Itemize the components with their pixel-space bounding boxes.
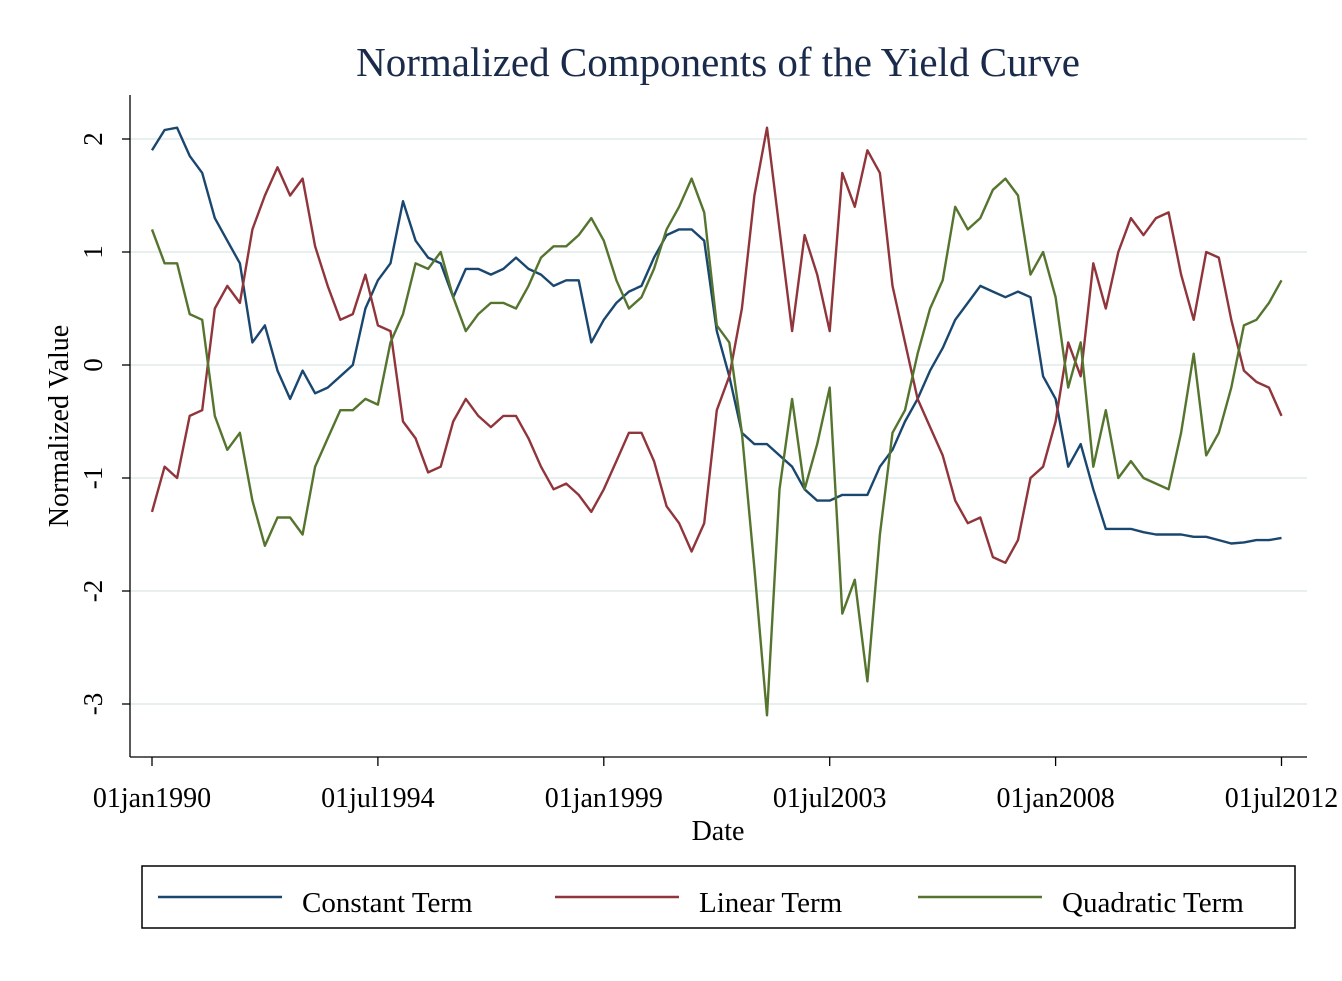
series-line-quadratic-term bbox=[150, 177, 1283, 717]
y-tick-label: -1 bbox=[78, 467, 108, 490]
x-tick-label: 01jul2012 bbox=[1225, 783, 1339, 814]
gridlines bbox=[130, 138, 1307, 705]
legend: Constant Term Linear Term Quadratic Term bbox=[141, 865, 1296, 929]
y-tick-label: 0 bbox=[78, 358, 108, 372]
x-tick-label: 01jan2008 bbox=[996, 783, 1114, 814]
y-tick-label: 1 bbox=[78, 245, 108, 259]
legend-label: Quadratic Term bbox=[1062, 887, 1244, 919]
series-lines bbox=[150, 126, 1283, 717]
legend-box bbox=[141, 865, 1296, 929]
x-tick-label: 01jul1994 bbox=[321, 783, 435, 814]
x-axis-label: Date bbox=[692, 816, 745, 847]
x-tick-label: 01jan1999 bbox=[545, 783, 663, 814]
y-tick-label: -2 bbox=[78, 580, 108, 603]
y-ticks: -3 -2 -1 0 1 2 bbox=[78, 132, 130, 715]
x-tick-label: 01jul2003 bbox=[773, 783, 887, 814]
legend-label: Linear Term bbox=[699, 887, 843, 919]
chart-title: Normalized Components of the Yield Curve bbox=[356, 39, 1080, 85]
y-tick-label: -3 bbox=[78, 693, 108, 716]
x-ticks: 01jan1990 01jul1994 01jan1999 01jul2003 01ja… bbox=[93, 757, 1338, 814]
series-line-linear-term bbox=[150, 126, 1283, 564]
y-tick-label: 2 bbox=[78, 132, 108, 146]
series-line-constant-term bbox=[150, 126, 1282, 545]
y-axis-label: Normalized Value bbox=[44, 325, 75, 527]
legend-label: Constant Term bbox=[302, 887, 473, 919]
x-tick-label: 01jan1990 bbox=[93, 783, 211, 814]
